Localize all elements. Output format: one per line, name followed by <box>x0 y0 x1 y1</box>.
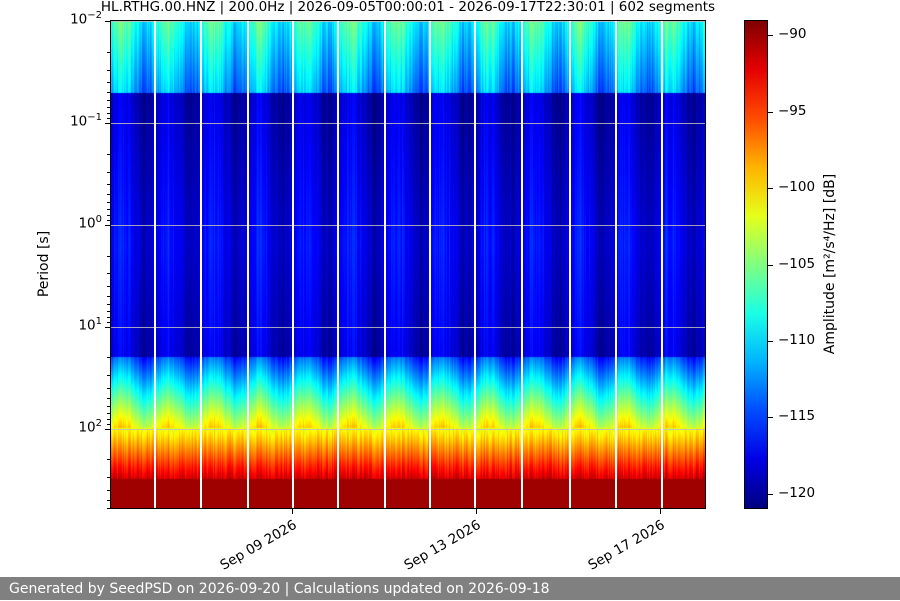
colorbar-tick-mark <box>768 417 773 419</box>
gridline <box>111 428 705 430</box>
y-minor-tick <box>107 82 110 84</box>
data-gap-line <box>154 21 156 508</box>
colorbar-tick-label: −90 <box>778 26 807 43</box>
gridline <box>111 21 705 22</box>
chart-title: HL.RTHG.00.HNZ | 200.0Hz | 2026-09-05T00… <box>100 0 716 15</box>
y-minor-tick <box>107 273 110 275</box>
x-tick-label: Sep 09 2026 <box>217 517 300 574</box>
data-gap-line <box>200 21 202 508</box>
y-minor-tick <box>107 357 110 359</box>
data-gap-line <box>292 21 294 508</box>
y-minor-tick <box>107 508 110 509</box>
y-minor-tick <box>107 375 110 377</box>
gridline <box>111 326 705 328</box>
spectrogram-plot-area <box>110 20 706 509</box>
y-minor-tick <box>107 153 110 155</box>
data-gap-line <box>474 21 476 508</box>
y-minor-tick <box>107 304 110 306</box>
y-minor-tick <box>107 310 110 312</box>
y-minor-tick <box>107 398 110 399</box>
x-tick-label: Sep 13 2026 <box>401 517 484 574</box>
y-minor-tick <box>107 459 110 461</box>
y-minor-tick <box>107 69 110 71</box>
x-tick-mark <box>292 509 293 514</box>
y-minor-tick <box>107 171 110 173</box>
y-minor-tick <box>107 322 110 324</box>
x-tick-label: Sep 17 2026 <box>585 517 668 574</box>
y-minor-tick <box>107 424 110 426</box>
y-tick-mark <box>105 122 110 124</box>
colorbar-tick-label: −100 <box>778 179 816 196</box>
y-minor-tick <box>107 113 110 115</box>
y-minor-tick <box>107 418 110 420</box>
y-minor-tick <box>107 406 110 408</box>
footer-text: Generated by SeedPSD on 2026-09-20 | Cal… <box>0 577 900 600</box>
y-minor-tick <box>107 194 110 196</box>
colorbar-tick-mark <box>768 111 773 113</box>
data-gap-line <box>247 21 249 508</box>
colorbar-tick-label: −110 <box>778 331 816 348</box>
y-minor-tick <box>107 477 110 479</box>
y-minor-tick <box>107 51 110 53</box>
y-minor-tick <box>107 388 110 390</box>
y-tick-label: 10−1 <box>70 111 102 130</box>
y-tick-label: 102 <box>78 417 102 436</box>
colorbar-label: Amplitude [m²/s⁴/Hz] [dB] <box>822 173 838 355</box>
data-gap-line <box>384 21 386 508</box>
spectrogram-heatmap <box>111 21 705 508</box>
y-minor-tick <box>107 209 110 211</box>
colorbar-tick-mark <box>768 188 773 190</box>
y-minor-tick <box>107 286 110 288</box>
y-minor-tick <box>107 490 110 492</box>
colorbar-tick-mark <box>768 264 773 266</box>
data-gap-line <box>429 21 431 508</box>
y-tick-label: 100 <box>78 213 102 232</box>
y-minor-tick <box>107 100 110 102</box>
y-tick-label: 101 <box>78 315 102 334</box>
y-tick-mark <box>105 326 110 328</box>
y-tick-label: 10−2 <box>70 10 102 28</box>
y-minor-tick <box>107 214 110 216</box>
y-minor-tick <box>107 202 110 204</box>
x-tick-mark <box>660 509 661 514</box>
data-gap-line <box>661 21 663 508</box>
y-minor-tick <box>107 296 110 298</box>
colorbar-tick-mark <box>768 35 773 37</box>
y-minor-tick <box>107 220 110 222</box>
y-minor-tick <box>107 92 110 94</box>
y-minor-tick <box>107 118 110 120</box>
colorbar-tick-label: −120 <box>778 484 816 501</box>
y-tick-mark <box>105 21 110 22</box>
colorbar <box>744 20 768 509</box>
colorbar-tick-label: −105 <box>778 255 816 272</box>
colorbar-tick-mark <box>768 493 773 495</box>
y-minor-tick <box>107 107 110 109</box>
y-tick-mark <box>105 224 110 226</box>
data-gap-line <box>569 21 571 508</box>
colorbar-tick-label: −95 <box>778 102 807 119</box>
y-axis-label: Period [s] <box>36 230 52 298</box>
y-tick-mark <box>105 428 110 430</box>
x-tick-mark <box>476 509 477 514</box>
colorbar-tick-mark <box>768 340 773 342</box>
colorbar-tick-label: −115 <box>778 408 816 425</box>
y-minor-tick <box>107 316 110 318</box>
data-gap-line <box>521 21 523 508</box>
y-minor-tick <box>107 499 110 501</box>
data-gap-line <box>615 21 617 508</box>
y-minor-tick <box>107 184 110 186</box>
data-gap-line <box>337 21 339 508</box>
y-minor-tick <box>107 255 110 257</box>
gridline <box>111 224 705 226</box>
y-minor-tick <box>107 412 110 414</box>
gridline <box>111 122 705 124</box>
